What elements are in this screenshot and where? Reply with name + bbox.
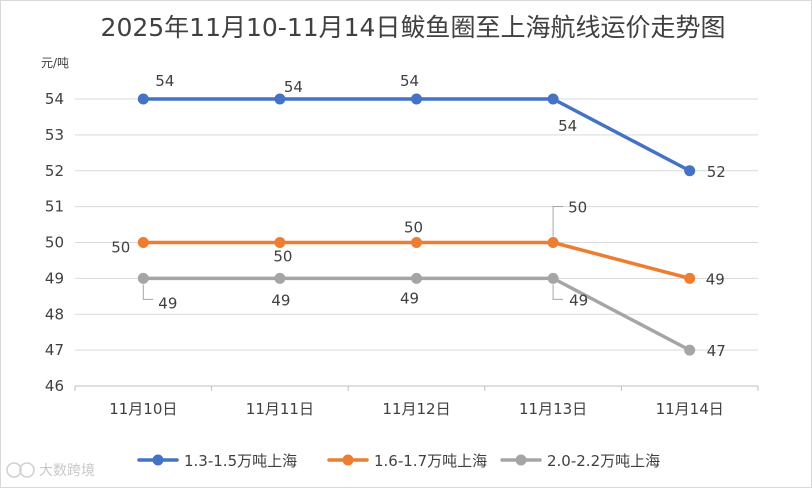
data-labels: 54 54 54 54 52 50 50 50 50 49 49 49 49 49 47 [111, 72, 726, 360]
data-label: 50 [404, 219, 423, 237]
watermark-logo-icon [6, 462, 22, 478]
y-tick-label: 54 [45, 90, 64, 108]
data-label: 49 [158, 294, 177, 312]
data-label: 49 [271, 291, 290, 309]
legend-swatch-marker [342, 454, 354, 466]
data-point [411, 272, 422, 284]
data-label: 54 [400, 72, 419, 90]
y-axis-unit-label: 元/吨 [41, 56, 69, 70]
data-label: 52 [707, 163, 726, 181]
data-point [547, 237, 559, 248]
data-point [411, 237, 422, 248]
data-label: 54 [284, 78, 303, 96]
y-tick-label: 52 [45, 162, 64, 180]
y-tick-label: 48 [45, 305, 64, 323]
watermark-text: 大数跨境 [39, 463, 95, 479]
data-point [684, 165, 696, 177]
data-label: 49 [400, 289, 419, 307]
data-label: 50 [568, 199, 587, 217]
x-axis: 11月10日 11月11日 11月12日 11月13日 11月14日 [74, 385, 759, 418]
data-point [411, 93, 422, 105]
x-tick-label: 11月12日 [382, 400, 450, 418]
x-tick-label: 11月10日 [109, 400, 177, 418]
legend-label: 2.0-2.2万吨上海 [547, 452, 660, 470]
chart-title: 2025年11月10-11月14日鲅鱼圈至上海航线运价走势图 [101, 13, 726, 42]
data-label: 50 [111, 239, 130, 257]
y-axis-ticks: 46 47 48 49 50 51 52 53 54 [45, 90, 64, 395]
watermark: 大数跨境 [6, 462, 95, 479]
y-tick-label: 47 [45, 341, 64, 359]
leader-line [552, 206, 564, 237]
legend: 1.3-1.5万吨上海 1.6-1.7万吨上海 2.0-2.2万吨上海 [137, 452, 660, 470]
leader-line [142, 284, 154, 300]
watermark-logo-icon-2 [19, 462, 35, 478]
data-point [137, 237, 149, 248]
legend-swatch-marker [515, 454, 527, 466]
x-tick-label: 11月13日 [519, 400, 587, 418]
y-tick-label: 46 [45, 377, 64, 395]
data-point [684, 344, 696, 356]
data-point [274, 93, 286, 105]
data-point [547, 93, 559, 105]
legend-swatch-marker [152, 454, 164, 466]
y-tick-label: 50 [45, 234, 64, 252]
data-point [684, 272, 696, 284]
data-label: 49 [706, 270, 725, 288]
y-tick-label: 53 [45, 126, 64, 144]
data-point [274, 237, 286, 248]
leader-line [552, 284, 564, 300]
data-label: 54 [558, 117, 577, 135]
x-tick-label: 11月11日 [246, 400, 314, 418]
data-point [137, 93, 149, 105]
y-tick-label: 51 [45, 198, 64, 216]
data-point [547, 272, 559, 284]
data-label: 54 [155, 72, 174, 90]
x-tick-label: 11月14日 [656, 400, 724, 418]
legend-label: 1.3-1.5万吨上海 [184, 452, 297, 470]
data-point [274, 272, 286, 284]
series-group [137, 93, 696, 356]
data-label: 47 [707, 342, 726, 360]
legend-label: 1.6-1.7万吨上海 [374, 452, 487, 470]
data-label: 49 [569, 291, 588, 309]
data-label: 50 [273, 248, 292, 266]
data-point [137, 272, 149, 284]
y-tick-label: 49 [45, 269, 64, 287]
